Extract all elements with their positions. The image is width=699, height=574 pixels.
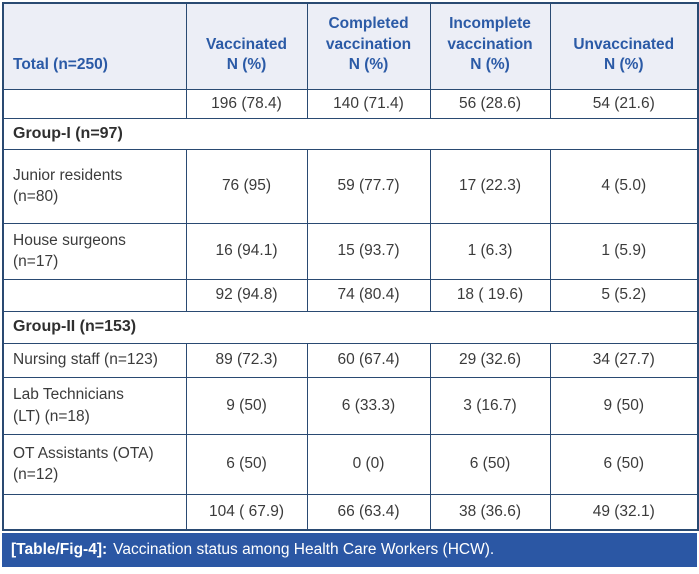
value-cell: 6 (50) bbox=[429, 433, 551, 495]
value-cell: 6 (50) bbox=[185, 433, 308, 495]
value-cell: 4 (5.0) bbox=[549, 148, 699, 224]
value-cell: 140 (71.4) bbox=[306, 88, 431, 119]
value-cell: 104 ( 67.9) bbox=[185, 493, 308, 531]
vaccination-status-table: Total (n=250) Vaccinated N (%) Completed … bbox=[2, 2, 699, 531]
table-row: 104 ( 67.9) 66 (63.4) 38 (36.6) 49 (32.1) bbox=[2, 493, 699, 531]
value-cell: 59 (77.7) bbox=[306, 148, 431, 224]
value-cell: 9 (50) bbox=[185, 376, 308, 435]
group-header-row: Group-II (n=153) bbox=[2, 310, 699, 344]
group-header-row: Group-I (n=97) bbox=[2, 117, 699, 150]
table-row: 92 (94.8) 74 (80.4) 18 ( 19.6) 5 (5.2) bbox=[2, 278, 699, 312]
table-caption: [Table/Fig-4]: Vaccination status among … bbox=[2, 533, 697, 567]
value-cell: 92 (94.8) bbox=[185, 278, 308, 312]
column-header: Vaccinated N (%) bbox=[185, 2, 308, 90]
value-cell: 76 (95) bbox=[185, 148, 308, 224]
value-cell: 54 (21.6) bbox=[549, 88, 699, 119]
value-cell: 15 (93.7) bbox=[306, 222, 431, 280]
table-row: 196 (78.4) 140 (71.4) 56 (28.6) 54 (21.6) bbox=[2, 88, 699, 119]
value-cell: 6 (33.3) bbox=[306, 376, 431, 435]
table-row: Junior residents (n=80) 76 (95) 59 (77.7) 1… bbox=[2, 148, 699, 224]
value-cell: 18 ( 19.6) bbox=[429, 278, 551, 312]
row-label: Junior residents (n=80) bbox=[2, 148, 187, 224]
header-row: Total (n=250) Vaccinated N (%) Completed … bbox=[2, 2, 699, 90]
column-header: Completed vaccination N (%) bbox=[306, 2, 431, 90]
caption-text: Vaccination status among Health Care Wor… bbox=[113, 541, 495, 558]
row-label: House surgeons (n=17) bbox=[2, 222, 187, 280]
table-header: Total (n=250) Vaccinated N (%) Completed … bbox=[2, 2, 699, 90]
table-row: House surgeons (n=17) 16 (94.1) 15 (93.7) 1… bbox=[2, 222, 699, 280]
value-cell: 0 (0) bbox=[306, 433, 431, 495]
caption-label: [Table/Fig-4]: bbox=[11, 541, 108, 558]
group-label: Group-I (n=97) bbox=[2, 117, 699, 150]
row-label: Lab Technicians (LT) (n=18) bbox=[2, 376, 187, 435]
value-cell: 9 (50) bbox=[549, 376, 699, 435]
group-label: Group-II (n=153) bbox=[2, 310, 699, 344]
value-cell: 1 (6.3) bbox=[429, 222, 551, 280]
header-total: Total (n=250) bbox=[2, 2, 187, 90]
value-cell: 49 (32.1) bbox=[549, 493, 699, 531]
value-cell: 6 (50) bbox=[549, 433, 699, 495]
table-body: 196 (78.4) 140 (71.4) 56 (28.6) 54 (21.6) Gr… bbox=[2, 88, 699, 531]
value-cell: 5 (5.2) bbox=[549, 278, 699, 312]
value-cell: 89 (72.3) bbox=[185, 342, 308, 378]
table-row: Lab Technicians (LT) (n=18) 9 (50) 6 (33.3… bbox=[2, 376, 699, 435]
value-cell: 56 (28.6) bbox=[429, 88, 551, 119]
value-cell: 34 (27.7) bbox=[549, 342, 699, 378]
row-label: OT Assistants (OTA) (n=12) bbox=[2, 433, 187, 495]
column-header: Incomplete vaccination N (%) bbox=[429, 2, 551, 90]
row-label bbox=[2, 493, 187, 531]
row-label: Nursing staff (n=123) bbox=[2, 342, 187, 378]
value-cell: 29 (32.6) bbox=[429, 342, 551, 378]
value-cell: 16 (94.1) bbox=[185, 222, 308, 280]
table-row: OT Assistants (OTA) (n=12) 6 (50) 0 (0) 6 (… bbox=[2, 433, 699, 495]
value-cell: 3 (16.7) bbox=[429, 376, 551, 435]
value-cell: 17 (22.3) bbox=[429, 148, 551, 224]
value-cell: 196 (78.4) bbox=[185, 88, 308, 119]
value-cell: 74 (80.4) bbox=[306, 278, 431, 312]
value-cell: 1 (5.9) bbox=[549, 222, 699, 280]
value-cell: 60 (67.4) bbox=[306, 342, 431, 378]
row-label bbox=[2, 278, 187, 312]
row-label bbox=[2, 88, 187, 119]
value-cell: 38 (36.6) bbox=[429, 493, 551, 531]
table-row: Nursing staff (n=123) 89 (72.3) 60 (67.4) 2… bbox=[2, 342, 699, 378]
column-header: Unvaccinated N (%) bbox=[549, 2, 699, 90]
value-cell: 66 (63.4) bbox=[306, 493, 431, 531]
